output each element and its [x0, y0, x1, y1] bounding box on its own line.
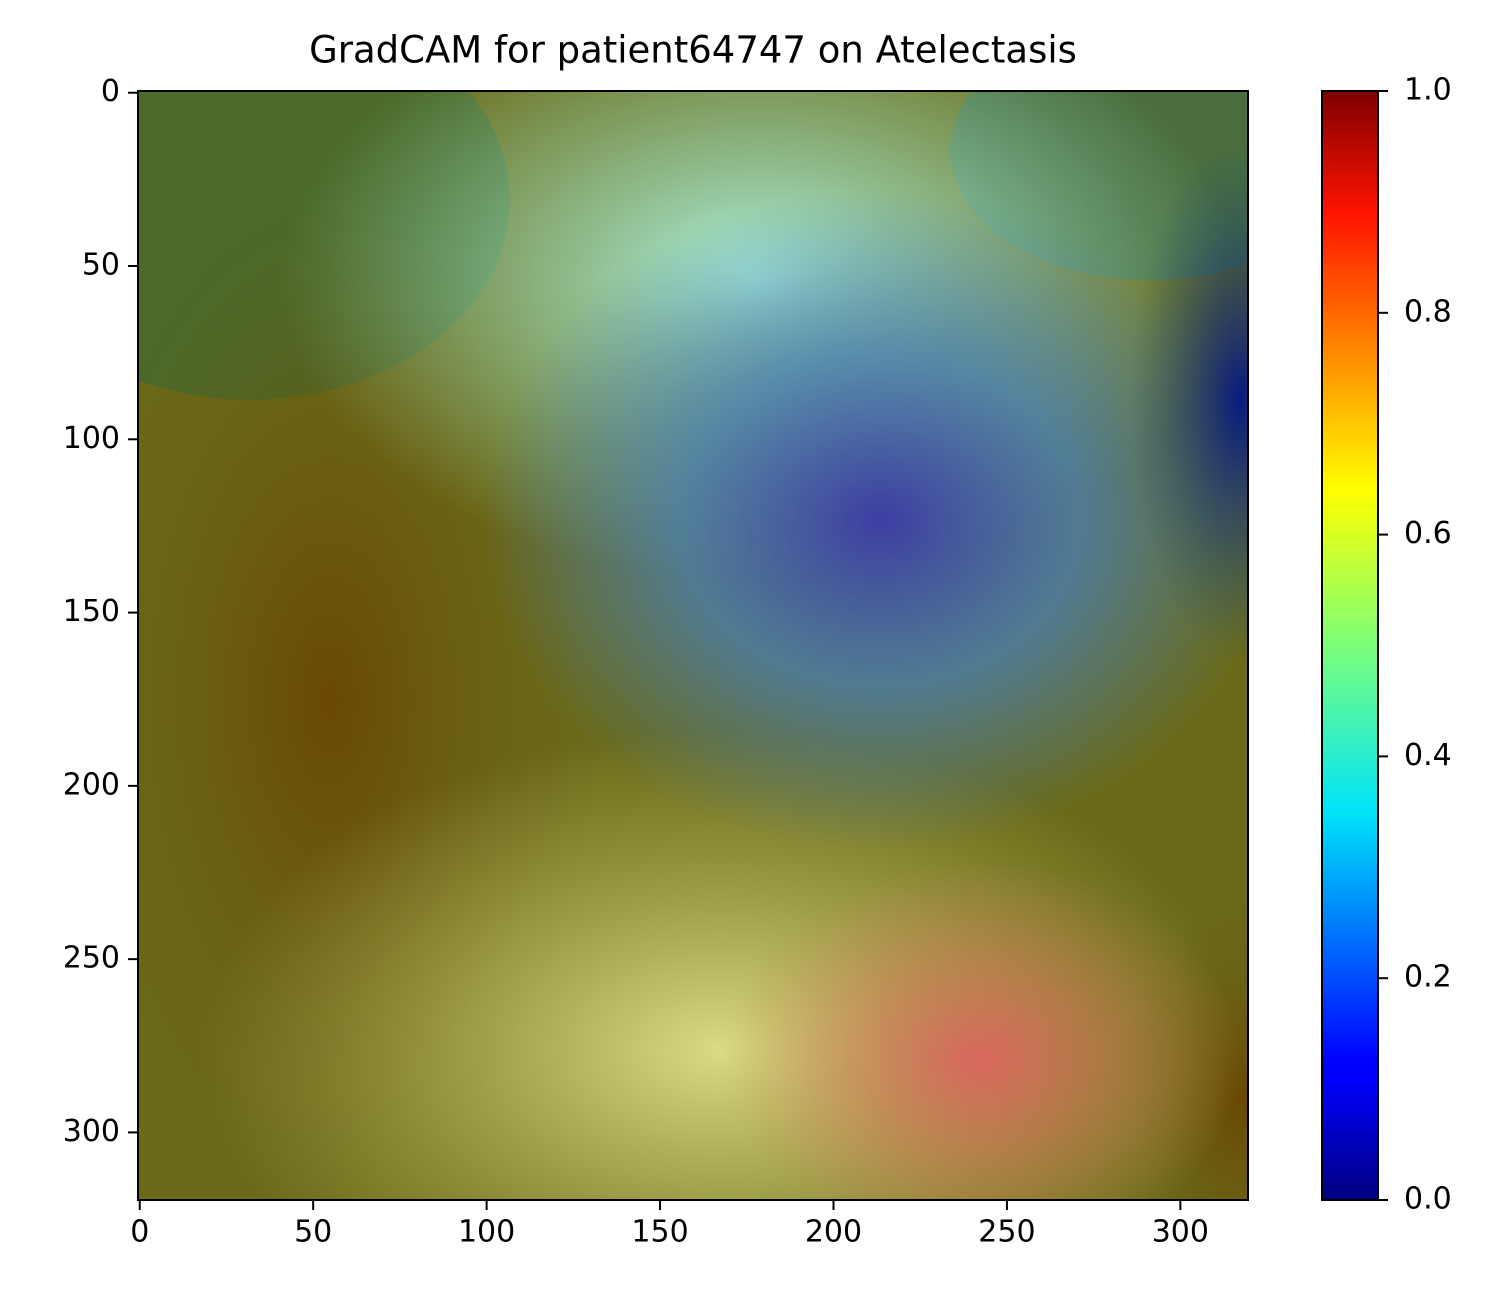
x-tick-label: 250 [978, 1215, 1035, 1250]
axes-frame [137, 90, 1249, 1201]
x-tick-label: 50 [294, 1215, 332, 1250]
colorbar-tick-label: 0.2 [1404, 960, 1452, 995]
colorbar-tick-label: 1.0 [1404, 73, 1452, 108]
x-tick-label: 300 [1152, 1215, 1209, 1250]
colorbar-tick-label: 0.8 [1404, 294, 1452, 329]
x-tick-label: 150 [631, 1215, 688, 1250]
colorbar [1321, 90, 1379, 1201]
x-tick-label: 100 [458, 1215, 515, 1250]
chart-title: GradCAM for patient64747 on Atelectasis [309, 29, 1077, 72]
y-tick-label: 100 [63, 421, 120, 456]
y-tick-label: 150 [63, 594, 120, 629]
colorbar-tick-label: 0.4 [1404, 738, 1452, 773]
y-tick-label: 50 [82, 248, 120, 283]
y-tick-label: 250 [63, 941, 120, 976]
y-tick-label: 300 [63, 1114, 120, 1149]
y-tick-label: 200 [63, 767, 120, 802]
heatmap-image [138, 91, 1248, 1200]
colorbar-tick-label: 0.6 [1404, 516, 1452, 551]
colorbar-tick-label: 0.0 [1404, 1182, 1452, 1217]
x-tick-label: 0 [130, 1215, 149, 1250]
y-tick-label: 0 [101, 74, 120, 109]
x-tick-label: 200 [805, 1215, 862, 1250]
